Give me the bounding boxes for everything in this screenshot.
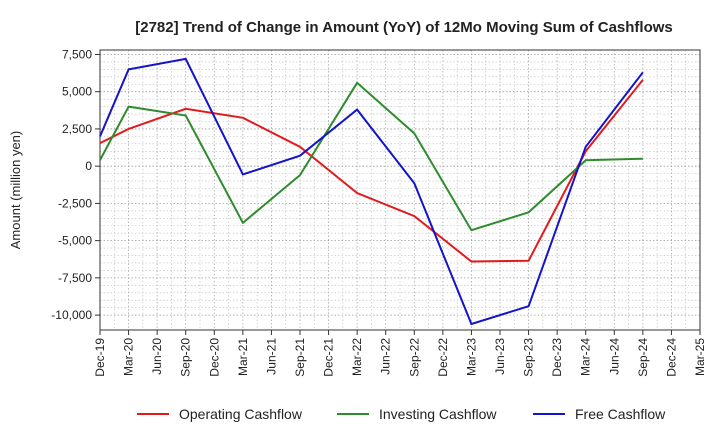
x-tick-label: Dec-19 — [93, 338, 107, 377]
y-tick-label: -2,500 — [58, 196, 92, 210]
y-tick-label: 2,500 — [62, 122, 92, 136]
x-tick-label: Jun-20 — [150, 338, 164, 375]
x-tick-label: Sep-21 — [293, 338, 307, 377]
series-lines — [99, 57, 644, 326]
x-tick-label: Jun-21 — [264, 338, 278, 375]
legend-label: Operating Cashflow — [179, 406, 303, 422]
y-tick-label: -10,000 — [51, 308, 92, 322]
x-tick-label: Mar-24 — [579, 338, 593, 376]
x-tick-label: Mar-22 — [350, 338, 364, 376]
y-tick-label: 5,000 — [62, 85, 92, 99]
y-axis-label: Amount (million yen) — [8, 131, 23, 250]
x-tick-label: Sep-23 — [522, 338, 536, 377]
x-tick-label: Dec-21 — [322, 338, 336, 377]
x-tick-label: Jun-22 — [379, 338, 393, 375]
x-tick-label: Dec-24 — [664, 338, 678, 377]
y-tick-label: 7,500 — [62, 47, 92, 61]
x-tick-label: Jun-23 — [493, 338, 507, 375]
grid-lines — [99, 50, 701, 330]
x-tick-label: Dec-20 — [207, 338, 221, 377]
y-axis-ticks: 7,500 5,000 2,500 0 -2,500 -5,000 -7,500 -10,00… — [51, 47, 100, 322]
y-tick-label: 0 — [85, 159, 92, 173]
y-tick-label: -7,500 — [58, 271, 92, 285]
chart-title: [2782] Trend of Change in Amount (YoY) o… — [135, 19, 673, 36]
x-tick-label: Sep-22 — [407, 338, 421, 377]
legend-label: Free Cashflow — [575, 406, 666, 422]
x-tick-label: Sep-24 — [636, 338, 650, 377]
plot-area-frame — [99, 49, 701, 331]
x-tick-label: Dec-23 — [550, 338, 564, 377]
legend: Operating Cashflow Investing Cashflow Free… — [137, 406, 666, 422]
x-tick-label: Sep-20 — [179, 338, 193, 377]
x-tick-label: Dec-22 — [436, 338, 450, 377]
x-tick-label: Mar-25 — [693, 338, 707, 376]
y-tick-label: -5,000 — [58, 234, 92, 248]
series-line-free-cashflow — [99, 57, 644, 326]
series-line-operating-cashflow — [99, 79, 644, 263]
legend-label: Investing Cashflow — [379, 406, 497, 422]
x-axis-ticks: Dec-19 Mar-20 Jun-20 Sep-20 Dec-20 Mar-21 Jun-… — [93, 330, 707, 377]
x-tick-label: Mar-21 — [236, 338, 250, 376]
x-tick-label: Mar-23 — [464, 338, 478, 376]
series-line-investing-cashflow — [99, 81, 643, 232]
x-tick-label: Jun-24 — [607, 338, 621, 375]
x-tick-label: Mar-20 — [122, 338, 136, 376]
